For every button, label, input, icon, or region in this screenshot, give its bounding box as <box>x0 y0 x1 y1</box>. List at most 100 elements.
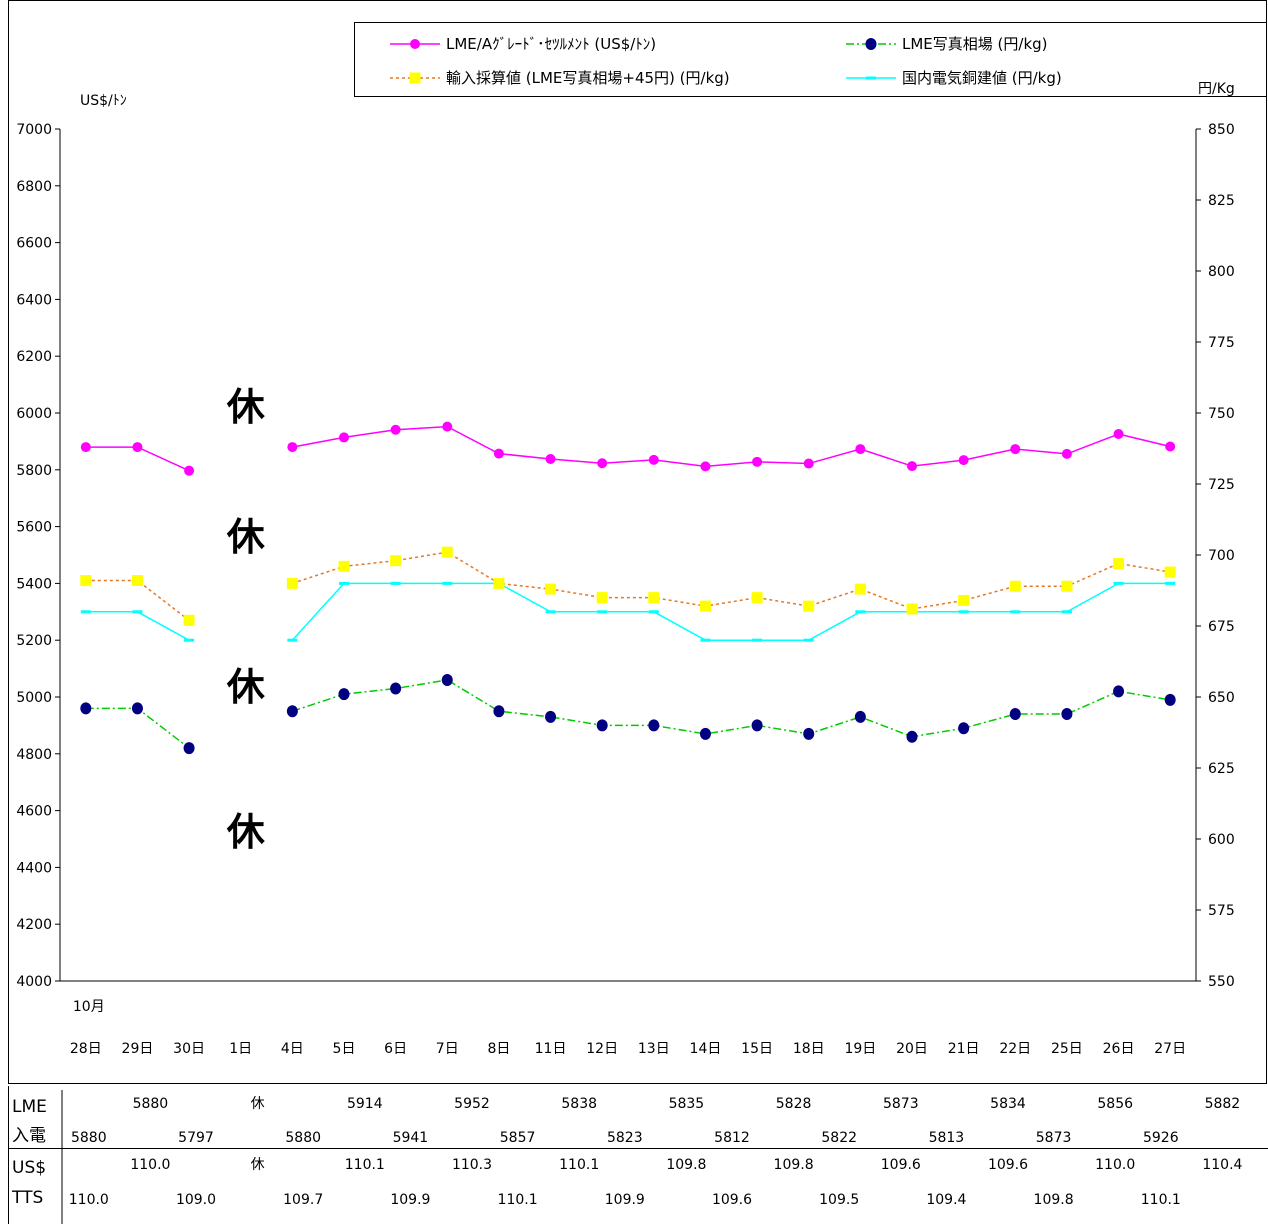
table-cell: 109.8 <box>666 1157 706 1173</box>
point-marker <box>597 458 608 469</box>
x-tick-label: 18日 <box>793 1041 825 1057</box>
point-marker <box>855 444 866 455</box>
point-marker <box>648 719 660 732</box>
point-marker <box>803 727 815 740</box>
table-cell: 5941 <box>393 1130 429 1146</box>
x-tick-label: 7日 <box>436 1041 459 1057</box>
x-tick-label: 22日 <box>999 1041 1031 1057</box>
point-marker <box>338 688 350 701</box>
series-line <box>291 582 1171 641</box>
x-tick-label: 26日 <box>1103 1041 1135 1057</box>
point-marker <box>700 461 711 472</box>
point-marker <box>1165 441 1176 452</box>
table-cell: 109.6 <box>712 1192 752 1208</box>
table-row-label: 入電 <box>12 1126 46 1146</box>
series-line <box>85 611 190 641</box>
left-tick-label: 4800 <box>16 747 52 763</box>
x-tick-label: 19日 <box>844 1041 876 1057</box>
series-line <box>292 425 1171 468</box>
holiday-mark: 休 <box>226 665 266 709</box>
table-cell: 5857 <box>500 1130 536 1146</box>
legend-box <box>354 22 1267 97</box>
right-tick-label: 700 <box>1208 548 1235 564</box>
table-cell: 5822 <box>821 1130 857 1146</box>
holiday-mark: 休 <box>226 810 266 854</box>
holiday-mark: 休 <box>226 385 266 429</box>
point-marker <box>390 581 401 585</box>
table-cell: 5880 <box>133 1096 169 1112</box>
point-marker <box>958 594 970 606</box>
table-cell: 5926 <box>1143 1130 1179 1146</box>
point-marker <box>1061 610 1072 614</box>
x-tick-label: 30日 <box>173 1041 205 1057</box>
point-marker <box>752 456 763 467</box>
x-tick-label: 13日 <box>638 1041 670 1057</box>
point-marker <box>648 610 659 614</box>
table-cell: 109.8 <box>1034 1192 1074 1208</box>
point-marker <box>1113 581 1124 585</box>
left-tick-label: 6800 <box>16 179 52 195</box>
table-cell: 109.8 <box>774 1157 814 1173</box>
right-axis-unit: 円/Kg <box>1198 81 1235 97</box>
point-marker <box>854 583 866 595</box>
series-line <box>292 551 1171 610</box>
table-row-label: LME <box>12 1097 47 1117</box>
point-marker <box>958 722 970 735</box>
x-tick-label: 1日 <box>229 1041 252 1057</box>
point-marker <box>866 76 876 80</box>
point-marker <box>597 610 608 614</box>
right-tick-label: 675 <box>1208 619 1235 635</box>
table-cell: 109.9 <box>605 1192 645 1208</box>
point-marker <box>1113 685 1125 698</box>
x-tick-label: 25日 <box>1051 1041 1083 1057</box>
x-tick-label: 4日 <box>281 1041 304 1057</box>
point-marker <box>131 575 143 587</box>
point-marker <box>545 610 556 614</box>
point-marker <box>338 560 350 572</box>
month-label: 10月 <box>73 999 105 1015</box>
point-marker <box>699 600 711 612</box>
point-marker <box>441 673 453 686</box>
left-tick-label: 4000 <box>16 974 52 990</box>
point-marker <box>493 705 505 718</box>
legend-label: 国内電気銅建値 (円/kg) <box>902 69 1062 87</box>
point-marker <box>803 638 814 642</box>
point-marker <box>648 454 659 465</box>
table-cell: 5873 <box>1036 1130 1072 1146</box>
legend-label: LME写真相場 (円/kg) <box>902 35 1048 53</box>
point-marker <box>596 592 608 604</box>
point-marker <box>1061 580 1073 592</box>
point-marker <box>648 592 660 604</box>
point-marker <box>184 465 195 476</box>
point-marker <box>700 638 711 642</box>
table-cell: 109.5 <box>819 1192 859 1208</box>
point-marker <box>287 442 298 453</box>
table-cell: 110.0 <box>69 1192 109 1208</box>
point-marker <box>752 638 763 642</box>
x-tick-label: 12日 <box>586 1041 618 1057</box>
point-marker <box>1061 448 1072 459</box>
series-lines <box>80 421 1176 755</box>
point-marker <box>1164 693 1176 706</box>
point-marker <box>855 610 866 614</box>
axes: US$/ﾄﾝ 円/Kg 4000 4200 4400 4600 4800 5000 5200 54… <box>16 81 1234 990</box>
table-cell: 休 <box>251 1157 265 1173</box>
table-cell: 110.1 <box>559 1157 599 1173</box>
point-marker <box>906 730 918 743</box>
point-marker <box>907 461 917 472</box>
point-marker <box>131 702 143 715</box>
table-cell: 5838 <box>561 1096 597 1112</box>
point-marker <box>493 448 504 459</box>
table-cell: 109.0 <box>176 1192 216 1208</box>
point-marker <box>390 424 401 435</box>
table-cell: 109.9 <box>390 1192 430 1208</box>
point-marker <box>1113 558 1125 570</box>
x-tick-label: 14日 <box>690 1041 722 1057</box>
x-tick-label: 6日 <box>384 1041 407 1057</box>
point-marker <box>1009 580 1021 592</box>
left-tick-label: 5800 <box>16 463 52 479</box>
table-row-label: US$ <box>12 1158 46 1178</box>
point-marker <box>1061 708 1073 721</box>
